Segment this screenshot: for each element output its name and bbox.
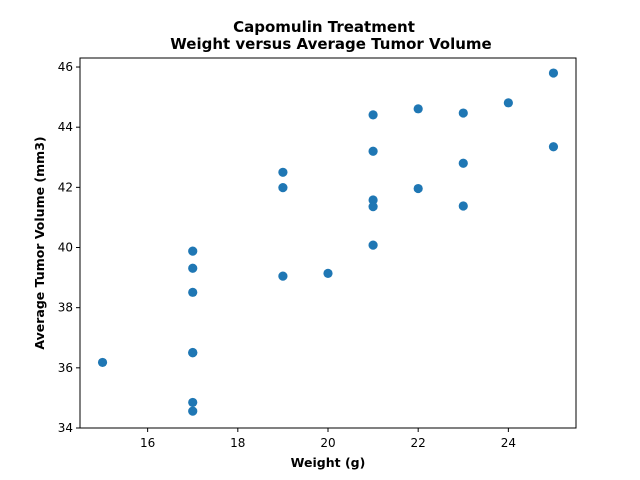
x-tick-label: 22 — [411, 436, 426, 450]
x-tick-label: 16 — [140, 436, 155, 450]
data-point — [278, 271, 288, 281]
data-point — [278, 167, 288, 177]
x-axis-label: Weight (g) — [291, 455, 366, 470]
plot-frame — [79, 57, 577, 429]
data-points — [97, 68, 559, 416]
data-point — [548, 142, 559, 152]
data-point — [368, 110, 378, 120]
data-point — [368, 195, 378, 205]
y-tick-label: 46 — [58, 60, 73, 74]
y-tick-label: 42 — [58, 180, 73, 194]
data-point — [503, 98, 513, 108]
data-point — [458, 108, 468, 118]
x-tick-label: 18 — [230, 436, 245, 450]
data-point — [458, 158, 468, 168]
data-point — [458, 201, 468, 211]
x-tick-label: 24 — [501, 436, 516, 450]
chart-title-line1: Capomulin Treatment — [233, 18, 415, 36]
data-point — [188, 287, 198, 297]
data-point — [278, 183, 288, 193]
data-point — [97, 357, 108, 368]
data-point — [188, 397, 198, 408]
y-tick-label: 40 — [58, 241, 73, 255]
data-point — [413, 104, 423, 114]
data-point — [368, 240, 378, 250]
y-axis-ticks: 34 36 38 40 42 44 46 — [58, 60, 80, 435]
data-point — [188, 348, 198, 358]
y-tick-label: 38 — [58, 301, 73, 315]
y-tick-label: 44 — [58, 120, 73, 134]
data-point — [368, 202, 378, 212]
x-tick-label: 20 — [320, 436, 335, 450]
data-point — [548, 68, 559, 78]
x-axis-ticks: 16 18 20 22 24 — [140, 428, 516, 450]
y-tick-label: 36 — [58, 361, 73, 375]
data-point — [188, 246, 198, 256]
y-axis-label: Average Tumor Volume (mm3) — [32, 136, 47, 349]
data-point — [188, 406, 198, 416]
chart-title-line2: Weight versus Average Tumor Volume — [170, 35, 491, 53]
y-tick-label: 34 — [58, 421, 73, 435]
data-point — [413, 183, 423, 194]
plot-area: 16 18 20 22 24 34 36 38 40 42 44 46 — [58, 57, 577, 450]
data-point — [188, 263, 198, 273]
data-point — [368, 146, 378, 156]
data-point — [323, 268, 333, 278]
